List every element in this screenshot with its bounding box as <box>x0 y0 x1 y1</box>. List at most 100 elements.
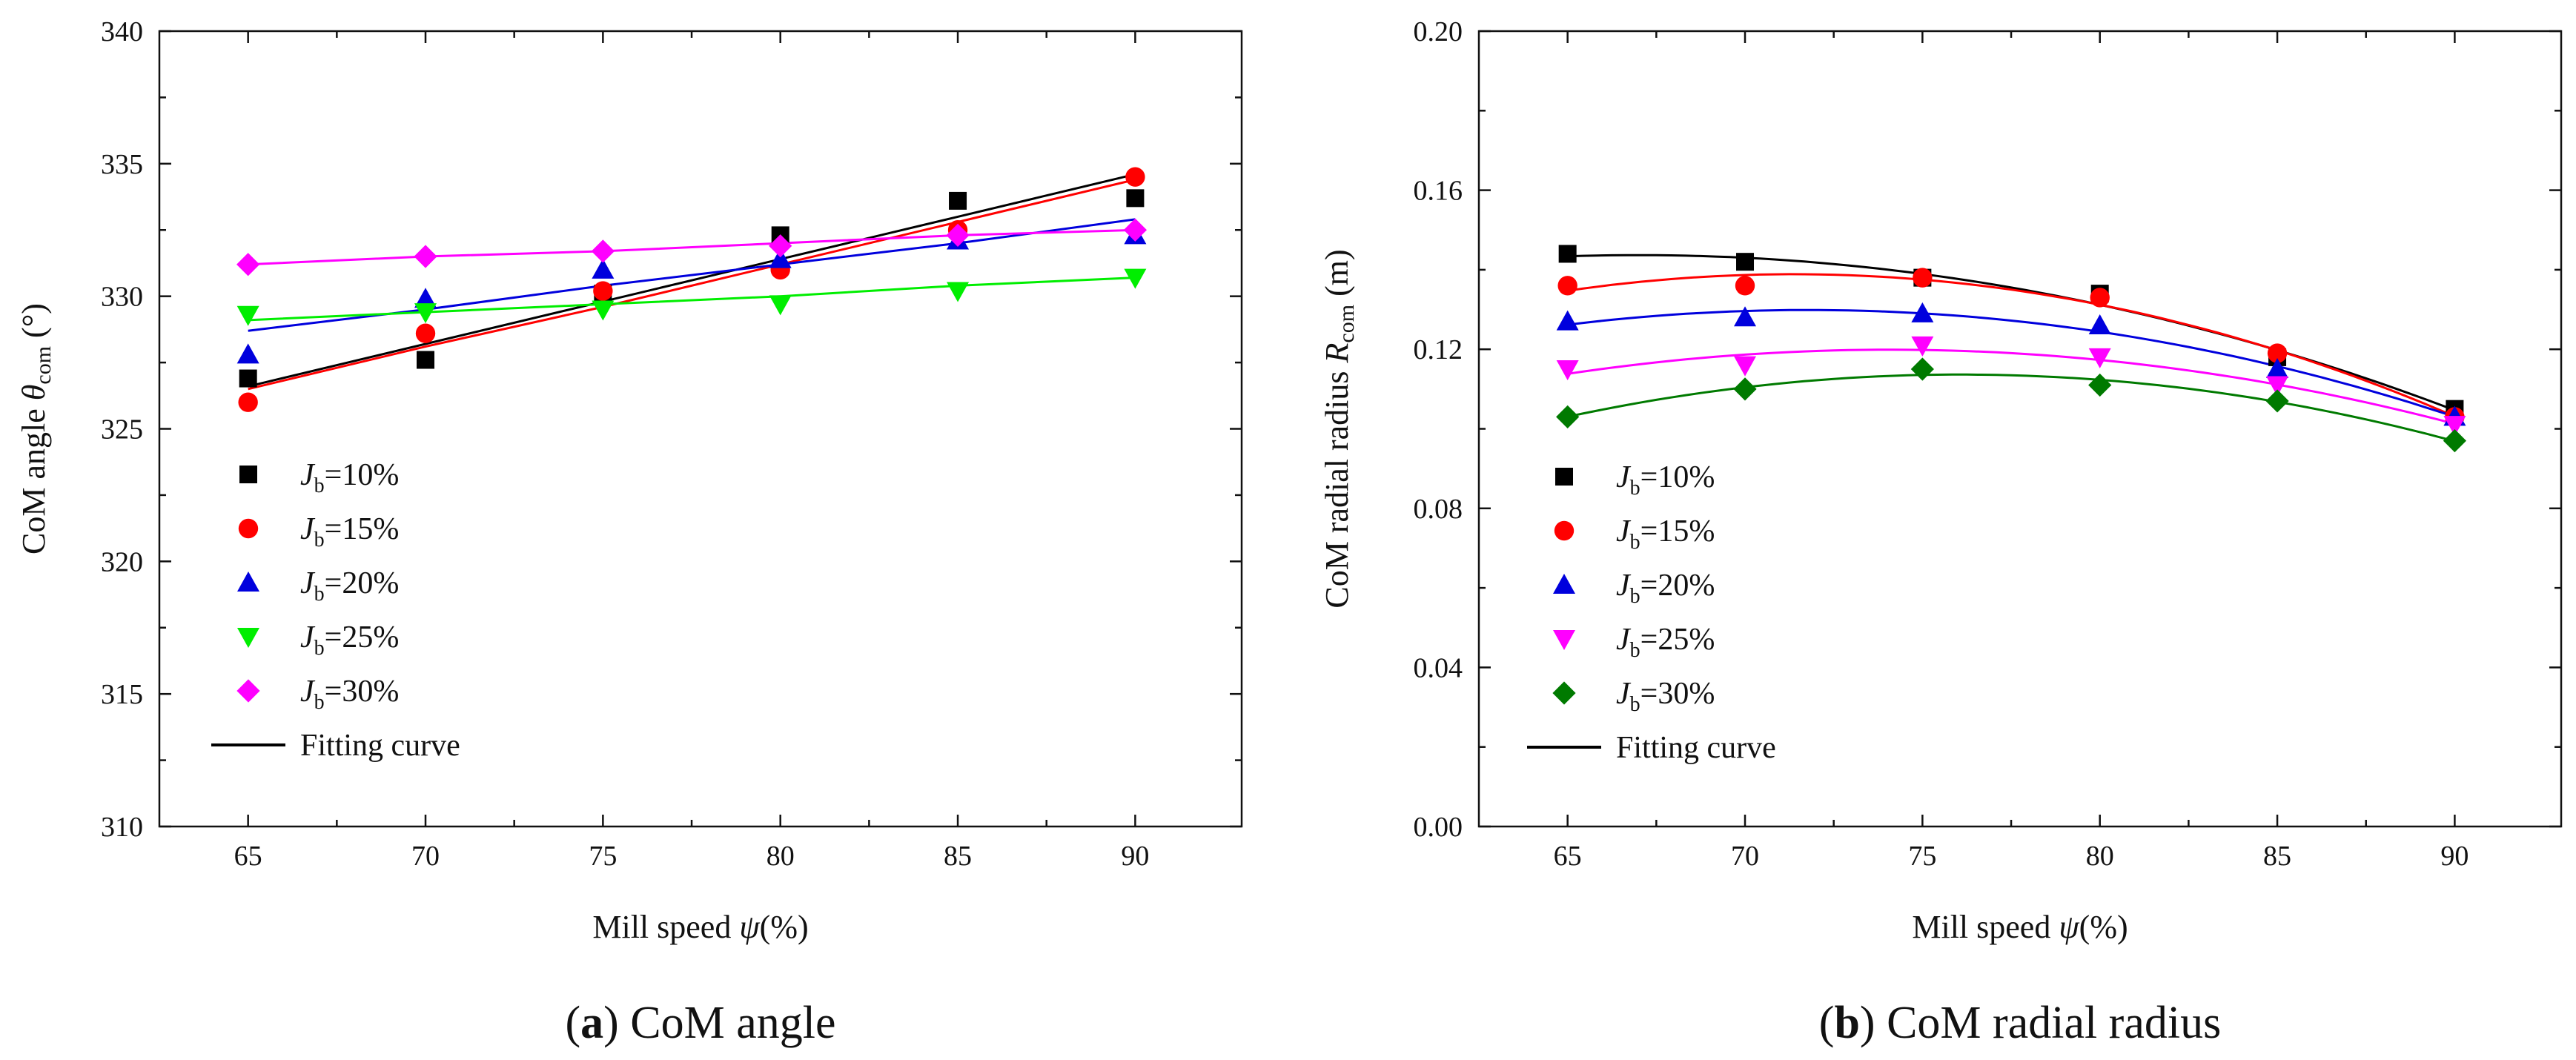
data-point <box>769 295 792 316</box>
y-tick-label: 320 <box>101 546 143 577</box>
caption-open: ( <box>1819 998 1835 1048</box>
x-tick-label: 85 <box>2263 841 2291 872</box>
legend-label: Jb=20% <box>1616 569 1715 608</box>
data-point <box>1734 306 1757 327</box>
y-axis-title-unit: (°) <box>16 303 52 346</box>
y-axis-title: CoM radial radius Rcom (m) <box>1319 249 1359 608</box>
legend-fit-label: Fitting curve <box>1616 731 1776 765</box>
data-point <box>415 323 436 343</box>
legend-label: Jb=30% <box>300 675 399 714</box>
legend-label: Jb=10% <box>300 458 399 497</box>
legend-label-symbol: J <box>1616 623 1632 657</box>
legend-marker <box>237 572 259 592</box>
caption-letter: b <box>1834 998 1859 1048</box>
x-tick-label: 70 <box>411 841 440 872</box>
legend-label-value: =25% <box>325 620 400 655</box>
data-point <box>2088 373 2112 397</box>
data-point <box>1911 302 1934 322</box>
legend-label: Jb=30% <box>1616 677 1715 716</box>
data-point <box>2090 288 2110 308</box>
data-point <box>1556 405 1580 429</box>
data-point <box>236 305 259 326</box>
legend-label-subscript: b <box>1630 639 1640 662</box>
legend-marker <box>236 679 260 703</box>
caption-text: ) CoM radial radius <box>1860 998 2221 1048</box>
fit-line-Jb=25% <box>1567 348 2455 425</box>
fit-line-Jb=30% <box>248 228 1136 266</box>
legend-label-subscript: b <box>1630 477 1640 500</box>
legend-label-subscript: b <box>1630 531 1640 554</box>
chart-a: 65 70 75 80 85 90 310 315 320 325 330 335 340 Mill sp… <box>16 16 1243 1048</box>
x-axis-title-symbol: ψ <box>2059 909 2079 945</box>
data-point <box>414 303 437 324</box>
data-point <box>769 234 792 258</box>
fit-line-Jb=15% <box>248 178 1136 391</box>
legend-marker <box>237 628 259 648</box>
x-tick-label: 65 <box>1554 841 1582 872</box>
y-axis-title-text: CoM radial radius <box>1319 362 1355 608</box>
data-point <box>2088 348 2111 368</box>
legend-label-value: =30% <box>1640 677 1715 711</box>
x-tick-label: 90 <box>1121 841 1149 872</box>
y-tick-label: 0.08 <box>1414 494 1463 525</box>
data-point <box>414 245 437 268</box>
caption-open: ( <box>565 998 580 1048</box>
data-point <box>239 369 257 388</box>
x-tick-label: 85 <box>944 841 972 872</box>
data-point <box>592 258 615 279</box>
x-axis-title-text: Mill speed <box>1912 909 2059 945</box>
data-point <box>949 191 967 210</box>
x-axis-title-unit: (%) <box>2079 909 2128 945</box>
data-point <box>2267 343 2288 363</box>
figure-caption: (b) CoM radial radius <box>1819 998 2221 1048</box>
fit-line-Jb=10% <box>248 173 1136 388</box>
legend-label: Jb=25% <box>1616 623 1715 662</box>
caption-text: ) CoM angle <box>603 998 835 1048</box>
legend-label-value: =30% <box>325 675 400 709</box>
x-axis-title: Mill speed ψ(%) <box>1912 909 2128 945</box>
x-tick-label: 70 <box>1731 841 1759 872</box>
y-tick-label: 325 <box>101 414 143 445</box>
x-tick-label: 75 <box>1908 841 1936 872</box>
fit-line-Jb=25% <box>248 276 1136 322</box>
y-tick-label: 330 <box>101 282 143 313</box>
legend-marker <box>238 518 259 539</box>
data-point <box>946 223 970 248</box>
y-tick-label: 0.12 <box>1414 334 1463 365</box>
series-Jb=10% <box>1558 245 2464 418</box>
fit-line-Jb=10% <box>1567 254 2455 411</box>
data-point <box>236 343 259 364</box>
data-point <box>1736 253 1755 271</box>
legend-label-subscript: b <box>1630 585 1640 608</box>
data-point <box>1125 167 1145 187</box>
legend-label-value: =20% <box>325 566 400 600</box>
legend-label-symbol: J <box>300 512 316 546</box>
y-tick-label: 0.00 <box>1414 812 1463 843</box>
legend-marker <box>1552 681 1576 705</box>
data-point <box>591 239 615 263</box>
legend-label-value: =15% <box>1640 514 1715 549</box>
data-point <box>414 288 437 308</box>
legend-label: Jb=20% <box>300 566 399 606</box>
data-point <box>1557 276 1577 296</box>
series-Jb=20% <box>236 224 1147 364</box>
y-tick-label: 315 <box>101 679 143 710</box>
legend-label-subscript: b <box>314 637 325 660</box>
legend-label-value: =20% <box>1640 569 1715 603</box>
data-point <box>1733 377 1757 401</box>
y-axis: 0.00 0.04 0.08 0.12 0.16 0.20 <box>1414 16 2561 843</box>
legend-label-subscript: b <box>314 529 325 551</box>
data-point <box>2266 358 2289 379</box>
y-axis-title-text: CoM angle <box>16 400 52 554</box>
legend-label: Jb=10% <box>1616 460 1715 500</box>
data-point <box>1556 360 1579 381</box>
chart-b: 65 70 75 80 85 90 0.00 0.04 0.08 0.12 0.16 0.20 Mill… <box>1319 16 2563 1048</box>
legend-marker <box>1553 630 1575 650</box>
legend-label: Jb=15% <box>300 512 399 551</box>
legend-label: Jb=25% <box>300 620 399 660</box>
fit-line-Jb=20% <box>1567 308 2455 418</box>
legend-label-symbol: J <box>300 566 316 600</box>
legend-marker <box>239 466 257 483</box>
legend-marker <box>1553 574 1575 594</box>
series-Jb=25% <box>1556 336 2466 437</box>
